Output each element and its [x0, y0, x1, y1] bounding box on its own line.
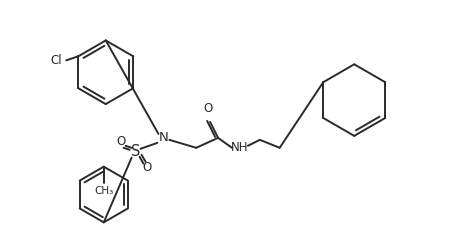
Text: O: O: [143, 161, 152, 174]
Text: O: O: [203, 102, 213, 115]
Text: O: O: [116, 135, 125, 148]
Text: S: S: [131, 144, 140, 159]
Text: NH: NH: [231, 141, 249, 154]
Text: CH₃: CH₃: [94, 185, 114, 196]
Text: N: N: [158, 131, 168, 144]
Text: Cl: Cl: [51, 54, 62, 67]
